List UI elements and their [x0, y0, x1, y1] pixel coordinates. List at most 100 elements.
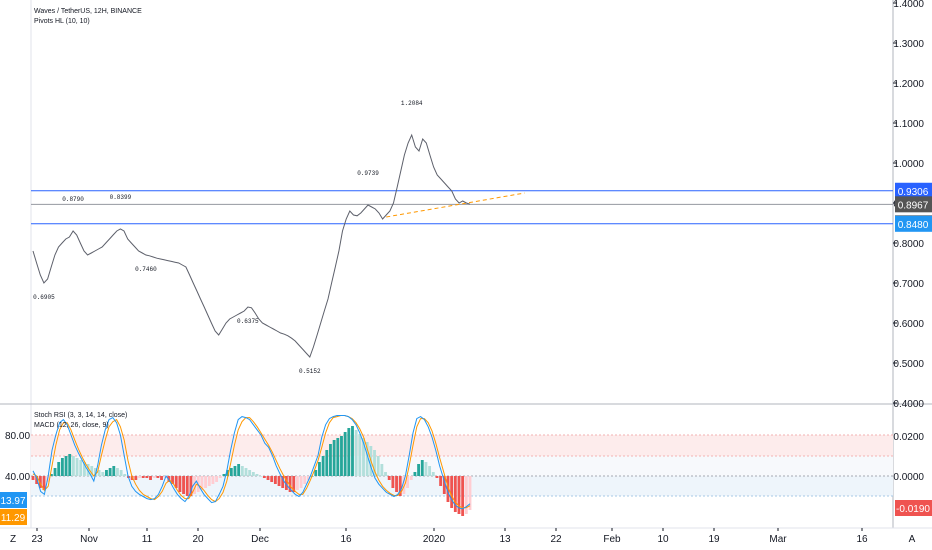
x-tick-label: 11: [142, 534, 153, 545]
macd-histogram-bar: [75, 458, 79, 476]
y-tick-label: 0.6000: [893, 319, 924, 330]
x-tick-label: Mar: [769, 534, 787, 545]
price-tag-bg: [895, 196, 932, 213]
y-tick-label: 1.2000: [893, 79, 924, 90]
macd-label[interactable]: MACD (12, 26, close, 9): [34, 422, 109, 429]
auto-scale-button[interactable]: A: [909, 534, 916, 545]
macd-histogram-bar: [145, 476, 149, 478]
macd-histogram-bar: [332, 440, 336, 476]
pivot-label: 0.5152: [299, 368, 321, 375]
x-tick-label: 2020: [423, 534, 446, 545]
macd-histogram-bar: [376, 456, 380, 476]
macd-histogram-bar: [442, 476, 446, 494]
x-tick-label: 16: [856, 534, 868, 545]
macd-histogram-bar: [362, 438, 365, 476]
macd-histogram-bar: [431, 472, 435, 476]
macd-histogram-bar: [182, 476, 185, 494]
macd-histogram-bar: [38, 476, 42, 488]
macd-histogram-bar: [288, 476, 292, 492]
macd-histogram-bar: [138, 476, 141, 478]
macd-histogram-bar: [318, 462, 321, 476]
price-tag-bg: [895, 182, 932, 199]
macd-histogram-bar: [406, 476, 409, 488]
macd-histogram-bar: [226, 470, 230, 476]
macd-histogram-bar: [251, 472, 255, 476]
macd-histogram-bar: [112, 466, 116, 476]
macd-histogram-bar: [277, 476, 281, 486]
pivot-label: 0.6375: [237, 318, 259, 325]
macd-histogram-bar: [329, 444, 332, 476]
macd-histogram-bar: [270, 476, 274, 482]
macd-histogram-bar: [156, 476, 160, 478]
macd-histogram-bar: [461, 476, 465, 516]
macd-histogram-bar: [435, 476, 439, 478]
macd-histogram-bar: [402, 476, 406, 494]
macd-histogram-bar: [94, 468, 97, 476]
macd-histogram-bar: [211, 476, 215, 484]
macd-histogram-bar: [178, 476, 182, 492]
stoch-tag-bg: [0, 492, 27, 508]
macd-histogram-bar: [306, 476, 310, 480]
macd-histogram-bar: [152, 476, 156, 478]
stoch-k-line[interactable]: [32, 415, 471, 510]
macd-histogram-bar: [174, 476, 178, 488]
macd-histogram-bar: [373, 450, 376, 476]
macd-histogram-bar: [97, 470, 101, 476]
x-tick-label: 16: [340, 534, 352, 545]
macd-histogram-bar: [200, 476, 204, 490]
zoom-button[interactable]: Z: [10, 534, 16, 545]
macd-histogram-bar: [229, 468, 233, 476]
trend-line[interactable]: [386, 192, 525, 218]
x-tick-label: 19: [708, 534, 720, 545]
macd-histogram-bar: [171, 476, 174, 484]
stoch-rsi-label[interactable]: Stoch RSI (3, 3, 14, 14, close): [34, 412, 127, 419]
macd-histogram-bar: [299, 476, 303, 488]
macd-histogram-bar: [222, 474, 226, 476]
pivot-label: 0.8790: [62, 196, 84, 203]
macd-histogram-bar: [365, 442, 369, 476]
macd-histogram-bar: [409, 476, 413, 480]
macd-histogram-bar: [428, 466, 432, 476]
pivot-label: 0.9739: [357, 170, 379, 177]
symbol-title[interactable]: Waves / TetherUS, 12H, BINANCE: [34, 8, 142, 15]
macd-histogram-bar: [303, 476, 307, 484]
price-tag-label: 0.8967: [898, 200, 929, 211]
macd-histogram-bar: [417, 464, 421, 476]
macd-histogram-bar: [321, 456, 325, 476]
macd-histogram-bar: [105, 470, 108, 476]
x-tick-label: 13: [499, 534, 511, 545]
price-tag-label: 0.9306: [898, 187, 929, 198]
macd-histogram-bar: [281, 476, 285, 488]
price-tag-bg: [895, 215, 932, 232]
macd-histogram-bar: [343, 432, 347, 476]
macd-histogram-bar: [237, 464, 241, 476]
macd-histogram-bar: [79, 460, 83, 476]
pivot-label: 0.8399: [110, 194, 132, 201]
stoch-overbought-band: [31, 435, 893, 456]
price-line[interactable]: [32, 133, 471, 358]
macd-histogram-bar: [354, 430, 358, 476]
stoch-d-line[interactable]: [32, 415, 471, 509]
macd-histogram-bar: [193, 476, 197, 494]
y-tick-label: 0.5000: [893, 359, 924, 370]
macd-histogram-bar: [149, 476, 152, 480]
macd-histogram-bar: [68, 454, 72, 476]
macd-histogram-bar: [185, 476, 189, 496]
macd-axis-label: 0.0000: [893, 472, 924, 483]
macd-histogram-bar: [395, 476, 398, 492]
macd-histogram-bar: [262, 476, 266, 478]
y-tick-label: 0.8000: [893, 239, 924, 250]
x-tick-label: 22: [550, 534, 562, 545]
macd-histogram-bar: [273, 476, 277, 484]
macd-histogram-bar: [244, 468, 248, 476]
macd-histogram-bar: [160, 476, 163, 480]
pivots-indicator-label[interactable]: Pivots HL (10, 10): [34, 18, 90, 25]
macd-tag-bg: [895, 500, 932, 516]
macd-histogram-bar: [387, 476, 391, 480]
macd-histogram-bar: [259, 476, 263, 477]
y-tick-label: 1.0000: [893, 159, 924, 170]
macd-histogram-bar: [464, 476, 468, 514]
macd-histogram-bar: [82, 462, 86, 476]
macd-histogram-bar: [248, 470, 252, 476]
